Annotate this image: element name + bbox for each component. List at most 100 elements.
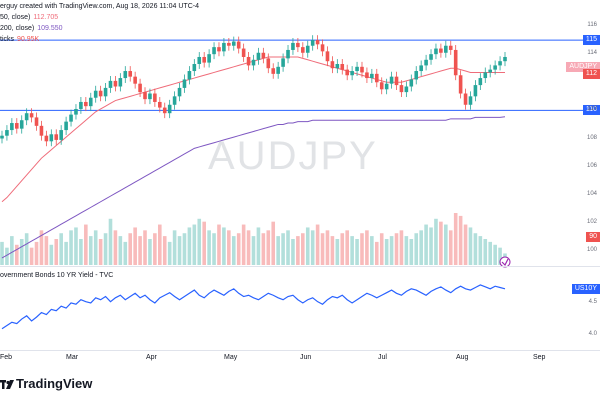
volume-bar bbox=[187, 227, 192, 265]
candle-body bbox=[305, 45, 310, 53]
candle-body bbox=[172, 96, 177, 105]
candle-body bbox=[84, 101, 88, 107]
volume-bar bbox=[118, 236, 123, 265]
candle-body bbox=[128, 71, 133, 77]
candle-body bbox=[182, 79, 187, 88]
volume-bar bbox=[365, 230, 369, 265]
volume-bar bbox=[158, 224, 162, 265]
volume-bar bbox=[153, 233, 157, 265]
candle-body bbox=[34, 117, 39, 126]
tradingview-logo[interactable]: TradingView bbox=[0, 376, 92, 391]
candle-body bbox=[251, 59, 256, 66]
candle-body bbox=[360, 66, 364, 73]
candle-body bbox=[266, 58, 271, 69]
candle-body bbox=[24, 113, 29, 121]
volume-bar bbox=[281, 233, 285, 265]
ma200-legend[interactable]: 200, close) 109.550 bbox=[0, 24, 63, 34]
volume-bar bbox=[103, 233, 108, 265]
volume-bar bbox=[167, 241, 172, 265]
candle-body bbox=[93, 90, 98, 98]
ma200-legend-label: 200, close) bbox=[0, 25, 35, 32]
volume-bar bbox=[217, 224, 221, 265]
pane-divider[interactable] bbox=[0, 266, 600, 267]
bond-axis-tick: 4.0 bbox=[588, 331, 597, 338]
candle-body bbox=[69, 114, 73, 122]
volume-bar bbox=[399, 230, 404, 265]
volume-bar bbox=[261, 233, 266, 265]
volume-legend[interactable]: ticks 90.95K bbox=[0, 35, 39, 45]
volume-bar bbox=[5, 247, 9, 265]
volume-bar bbox=[320, 233, 325, 265]
volume-bar bbox=[448, 230, 453, 265]
price-axis-tick: 108 bbox=[586, 134, 597, 141]
volume-bar bbox=[192, 224, 197, 265]
tradingview-logo-icon bbox=[0, 380, 14, 389]
candle-body bbox=[39, 125, 44, 136]
volume-bar bbox=[236, 233, 241, 265]
alert-icon-mark bbox=[501, 258, 509, 267]
candle-body bbox=[236, 41, 241, 49]
volume-bar bbox=[429, 227, 433, 265]
volume-bar bbox=[177, 236, 182, 265]
price-axis-tick: 114 bbox=[587, 50, 597, 57]
candle-body bbox=[409, 79, 414, 87]
time-axis-tick: Mar bbox=[66, 354, 79, 361]
volume-bar bbox=[389, 236, 394, 265]
volume-bar bbox=[98, 239, 103, 265]
candle-body bbox=[148, 93, 152, 100]
candle-body bbox=[5, 130, 9, 136]
volume-bar bbox=[266, 230, 271, 265]
candle-body bbox=[434, 48, 438, 55]
volume-bar bbox=[24, 233, 29, 265]
volume-bar bbox=[370, 236, 374, 265]
volume-bar bbox=[305, 227, 310, 265]
candle-body bbox=[79, 101, 83, 109]
candle-body bbox=[498, 61, 502, 66]
volume-bar bbox=[29, 247, 34, 265]
candle-body bbox=[473, 85, 478, 97]
volume-bar bbox=[241, 224, 246, 265]
candle-body bbox=[439, 48, 443, 53]
candle-body bbox=[330, 61, 335, 69]
volume-bar bbox=[483, 239, 488, 265]
candle-body bbox=[463, 93, 468, 105]
candle-body bbox=[389, 76, 394, 84]
bond-axis-tick: 4.5 bbox=[588, 298, 597, 305]
volume-bar bbox=[123, 241, 128, 265]
price-label: 110 bbox=[582, 105, 600, 116]
volume-bar bbox=[222, 227, 226, 265]
volume-bar bbox=[286, 230, 290, 265]
ma50-legend-label: 50, close) bbox=[0, 14, 31, 21]
candle-body bbox=[227, 42, 231, 46]
volume-bar bbox=[493, 244, 497, 265]
candle-body bbox=[44, 135, 49, 142]
volume-bar bbox=[271, 221, 276, 265]
candle-body bbox=[374, 73, 379, 83]
volume-bar bbox=[0, 241, 4, 265]
volume-bar bbox=[88, 236, 93, 265]
ma200-legend-value: 109.550 bbox=[37, 25, 63, 32]
volume-bar bbox=[439, 221, 443, 265]
candle-body bbox=[276, 66, 280, 74]
time-axis-tick: Apr bbox=[146, 354, 157, 361]
candle-body bbox=[222, 42, 226, 52]
candle-body bbox=[335, 64, 340, 69]
volume-bar bbox=[473, 233, 478, 265]
volume-bar bbox=[419, 230, 423, 265]
candle-body bbox=[217, 47, 221, 52]
candle-body bbox=[315, 40, 320, 45]
candle-body bbox=[19, 120, 24, 129]
time-axis-tick: Sep bbox=[533, 354, 546, 361]
volume-bar bbox=[143, 230, 147, 265]
volume-bar bbox=[488, 241, 493, 265]
ma50-legend[interactable]: 50, close) 112.705 bbox=[0, 13, 58, 23]
candle-body bbox=[138, 83, 142, 93]
candle-body bbox=[399, 85, 404, 93]
candle-body bbox=[370, 73, 374, 79]
candle-body bbox=[202, 56, 206, 63]
candle-body bbox=[256, 52, 261, 60]
candle-body bbox=[103, 87, 108, 97]
candle-body bbox=[118, 78, 123, 87]
candle-body bbox=[29, 113, 34, 118]
volume-bar bbox=[256, 227, 261, 265]
